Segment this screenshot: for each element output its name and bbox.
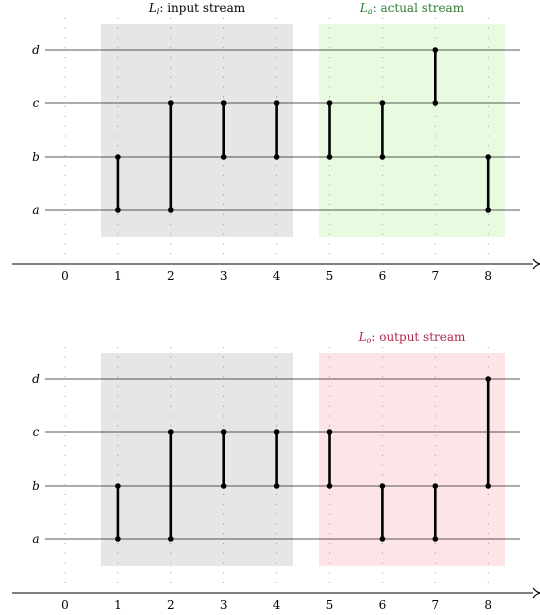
tick-label-0: 0 [61,269,69,283]
segment-t6 [379,483,386,542]
right-region-label: La: actual stream [359,1,465,16]
segment-t5 [326,429,333,489]
segment-t2 [168,429,174,542]
tick-label-5: 5 [326,269,334,283]
left-region [101,24,293,237]
tick-label-4: 4 [273,598,281,612]
axis-arrow-icon [532,258,540,270]
segment-t3 [220,100,227,160]
level-label-d: d [32,372,40,386]
tick-label-8: 8 [484,269,492,283]
segment-t8 [485,376,492,489]
axis-arrow-icon [532,587,540,599]
level-label-d: d [32,43,40,57]
level-label-b: b [32,150,40,164]
segment-t3 [220,429,227,489]
left-region [101,353,293,566]
panel-1: Li: input stream La: actual stream a b c d 0 1 2… [12,1,540,283]
level-label-a: a [32,203,39,217]
tick-label-7: 7 [431,598,439,612]
right-region [319,24,505,237]
segment-t1 [115,154,121,213]
segment-t4 [273,100,280,160]
level-label-a: a [32,532,39,546]
tick-label-1: 1 [114,598,122,612]
tick-label-6: 6 [379,598,387,612]
segment-t4 [273,429,280,489]
panel-2: Lo: output stream a b c d 0 1 2 3 4 5 6 7 8 [12,330,540,612]
tick-label-2: 2 [167,598,175,612]
tick-label-0: 0 [61,598,69,612]
tick-label-4: 4 [273,269,281,283]
tick-label-8: 8 [484,598,492,612]
tick-label-7: 7 [431,269,439,283]
tick-label-3: 3 [220,269,228,283]
segment-t7 [432,483,439,542]
tick-label-3: 3 [220,598,228,612]
segment-t2 [168,100,174,213]
segment-t7 [432,47,439,106]
level-label-b: b [32,479,40,493]
level-label-c: c [33,425,40,439]
tick-label-1: 1 [114,269,122,283]
tick-label-5: 5 [326,598,334,612]
segment-t5 [326,100,333,160]
right-region-label: Lo: output stream [358,330,466,345]
segment-t8 [485,154,492,213]
left-region-label: Li: input stream [148,1,246,16]
level-label-c: c [33,96,40,110]
tick-label-6: 6 [379,269,387,283]
right-region [319,353,505,566]
segment-t1 [115,483,121,542]
segment-t6 [379,100,386,160]
tick-label-2: 2 [167,269,175,283]
